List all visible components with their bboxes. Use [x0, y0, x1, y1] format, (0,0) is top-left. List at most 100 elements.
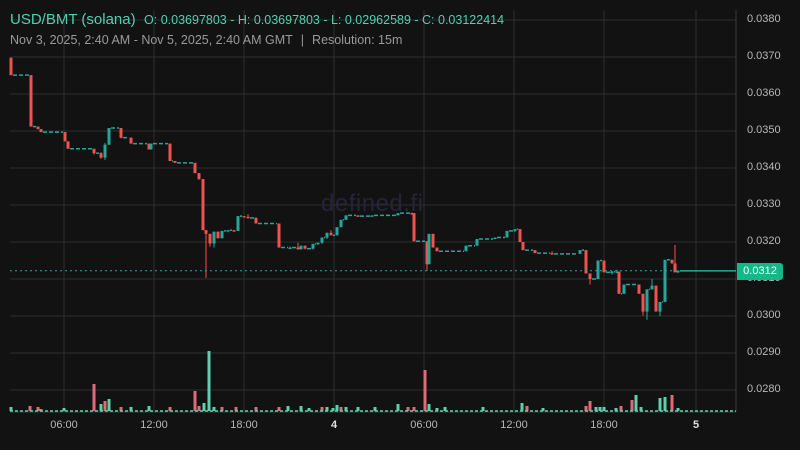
time-tick-label: 5 — [692, 419, 700, 431]
volume-bar — [427, 404, 431, 411]
candle-down — [588, 273, 592, 279]
candle-down — [550, 253, 554, 255]
candle-up — [650, 285, 654, 290]
volume-bar — [584, 406, 588, 411]
candle-down — [602, 260, 606, 273]
volume-bar — [286, 406, 290, 411]
volume-bar — [676, 408, 680, 411]
candle-up — [475, 239, 479, 246]
volume-bar — [207, 351, 211, 411]
pair-title: USD/BMT (solana) — [10, 11, 136, 28]
candle-up — [311, 243, 315, 249]
volume-bar — [443, 407, 447, 411]
time-tick-label: 18:00 — [230, 419, 258, 431]
candle-down — [296, 247, 300, 250]
current-price-tag: 0.0312 — [737, 262, 783, 280]
candle-down — [246, 216, 250, 219]
price-tick-label: 0.0360 — [747, 87, 781, 99]
volume-bar — [339, 407, 343, 411]
candle-down — [36, 126, 40, 130]
candle-up — [149, 143, 153, 150]
volume-bar — [28, 406, 32, 411]
volume-bar — [36, 407, 40, 411]
volume-bar — [435, 408, 439, 411]
candle-down — [254, 217, 258, 224]
separator: | — [300, 33, 305, 47]
candle-down — [518, 229, 522, 242]
price-tick-label: 0.0290 — [747, 346, 781, 358]
volume-bar — [373, 407, 377, 411]
candle-down — [431, 233, 435, 248]
volume-bar — [356, 407, 360, 411]
candle-up — [493, 237, 497, 240]
chart-legend: USD/BMT (solana) O: 0.03697803 - H: 0.03… — [10, 11, 504, 29]
candle-down — [425, 241, 429, 265]
volume-bar — [670, 395, 674, 411]
volume-bar — [119, 407, 123, 411]
date-range: Nov 3, 2025, 2:40 AM - Nov 5, 2025, 2:40… — [10, 33, 293, 47]
candle-up — [645, 289, 649, 312]
time-tick-label: 06:00 — [50, 419, 78, 431]
candle-up — [427, 233, 431, 265]
time-tick-label: 06:00 — [410, 419, 438, 431]
candle-down — [204, 230, 208, 234]
price-tick-label: 0.0370 — [747, 50, 781, 62]
candle-down — [356, 215, 360, 217]
candle-down — [99, 153, 103, 158]
time-tick-label: 4 — [330, 419, 338, 431]
chart-subtitle: Nov 3, 2025, 2:40 AM - Nov 5, 2025, 2:40… — [10, 33, 402, 47]
candle-up — [288, 247, 292, 250]
candle-down — [617, 271, 621, 294]
candle-down — [232, 230, 236, 232]
volume-bar — [663, 397, 667, 411]
candle-down — [39, 129, 43, 133]
candle-down — [193, 162, 197, 174]
candle-down — [637, 284, 641, 294]
candle-up — [396, 213, 400, 216]
volume-bar — [541, 408, 545, 411]
volume-bar — [588, 401, 592, 411]
volume-bar — [602, 407, 606, 411]
resolution-label: Resolution: 15m — [312, 33, 403, 47]
volume-bar — [325, 407, 329, 411]
candle-up — [299, 245, 303, 250]
candle-down — [63, 132, 67, 142]
volume-bar — [62, 408, 66, 411]
candle-down — [129, 137, 133, 144]
candle-down — [197, 173, 201, 180]
ohlc-values: O: 0.03697803 - H: 0.03697803 - L: 0.029… — [144, 13, 505, 27]
volume-bar — [234, 407, 238, 411]
time-tick-label: 12:00 — [140, 419, 168, 431]
candle-up — [335, 227, 339, 236]
volume-bar — [598, 407, 602, 411]
volume-bar — [212, 407, 216, 411]
candle-up — [344, 215, 348, 220]
volume-bar — [614, 408, 618, 411]
volume-bar — [197, 406, 201, 411]
volume-bar — [193, 391, 197, 411]
volume-bar — [307, 408, 311, 411]
candle-down — [670, 259, 674, 264]
volume-bar — [299, 406, 303, 411]
volume-bar — [107, 399, 111, 411]
candle-down — [584, 250, 588, 274]
volume-bar — [220, 407, 224, 411]
volume-bar — [103, 401, 107, 411]
candle-up — [578, 250, 582, 254]
candle-down — [533, 250, 537, 254]
candle-down — [147, 143, 151, 150]
candle-down — [201, 179, 205, 231]
candle-up — [339, 219, 343, 228]
candle-down — [208, 233, 212, 244]
candle-down — [641, 293, 645, 312]
candle-down — [216, 231, 220, 239]
volume-bar — [320, 407, 324, 411]
candle-down — [521, 242, 525, 251]
price-tick-label: 0.0320 — [747, 235, 781, 247]
candle-down — [168, 143, 172, 161]
candle-up — [505, 230, 509, 238]
candle-down — [29, 75, 33, 127]
volume-bar — [396, 404, 400, 411]
volume-bar — [335, 405, 339, 411]
